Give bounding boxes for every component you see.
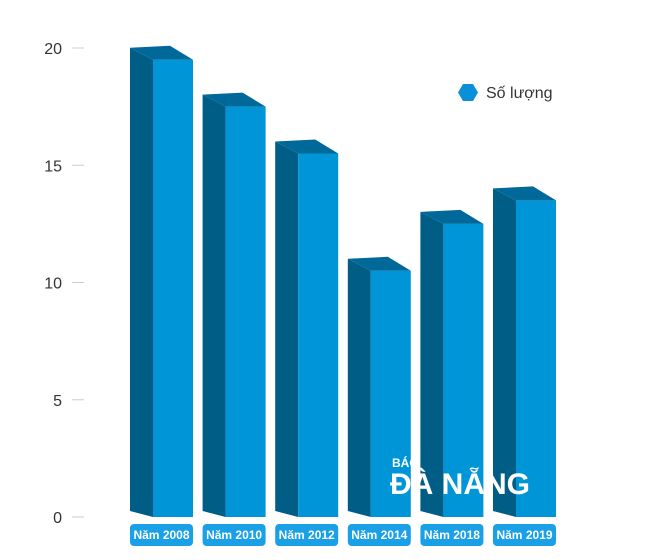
category-label-bg bbox=[275, 524, 339, 546]
y-axis: 0 5 10 15 20 bbox=[44, 41, 84, 527]
category-label: Năm 2018 bbox=[424, 528, 480, 542]
bar bbox=[347, 256, 411, 517]
category-label-bg bbox=[420, 524, 484, 546]
bar bbox=[202, 92, 266, 517]
y-tick-label: 15 bbox=[44, 158, 62, 175]
bar-top bbox=[347, 256, 411, 271]
category-label-bg bbox=[347, 524, 411, 546]
watermark-top-text: BÁO bbox=[392, 455, 419, 470]
bar bbox=[275, 139, 339, 517]
category-label: Năm 2019 bbox=[496, 528, 552, 542]
category-label-bg bbox=[130, 524, 193, 546]
category-label: Năm 2014 bbox=[351, 528, 407, 542]
category-label: Năm 2012 bbox=[279, 528, 335, 542]
bar-side bbox=[420, 211, 444, 517]
bar bbox=[130, 45, 193, 517]
y-tick-label: 5 bbox=[53, 393, 62, 410]
bars-group bbox=[130, 45, 556, 518]
bar-top bbox=[420, 209, 484, 224]
category-labels: Năm 2008 Năm 2010 Năm 2012 Năm 2014 Năm 2018… bbox=[130, 524, 556, 546]
watermark-logo: BÁO ĐÀ NẴNG bbox=[390, 455, 530, 501]
y-tick-label: 10 bbox=[44, 276, 62, 293]
bar-top bbox=[493, 186, 556, 201]
bar-front bbox=[298, 153, 339, 517]
legend: Số lượng bbox=[458, 84, 553, 102]
bar bbox=[420, 209, 484, 517]
bar-top bbox=[275, 139, 339, 154]
bar-side bbox=[275, 141, 299, 517]
bar-side bbox=[202, 94, 226, 517]
category-label: Năm 2010 bbox=[206, 528, 262, 542]
watermark-bottom-text: ĐÀ NẴNG bbox=[390, 466, 530, 501]
category-label-bg bbox=[493, 524, 556, 546]
bar-top bbox=[202, 92, 266, 107]
bar-side bbox=[130, 47, 153, 517]
category-label-bg bbox=[202, 524, 266, 546]
bar-top bbox=[130, 45, 193, 60]
bar-front bbox=[370, 270, 411, 517]
bar-front bbox=[153, 59, 193, 517]
legend-swatch-icon bbox=[458, 84, 478, 101]
bar-side bbox=[347, 258, 371, 517]
bar-side bbox=[493, 188, 516, 518]
category-label: Năm 2008 bbox=[133, 528, 189, 542]
bar-front bbox=[443, 223, 484, 517]
y-tick-label: 20 bbox=[44, 41, 62, 58]
legend-label: Số lượng bbox=[486, 85, 553, 102]
bar-front bbox=[516, 200, 556, 518]
bar-front bbox=[225, 106, 266, 517]
bar bbox=[493, 186, 556, 518]
y-tick-label: 0 bbox=[53, 510, 62, 527]
